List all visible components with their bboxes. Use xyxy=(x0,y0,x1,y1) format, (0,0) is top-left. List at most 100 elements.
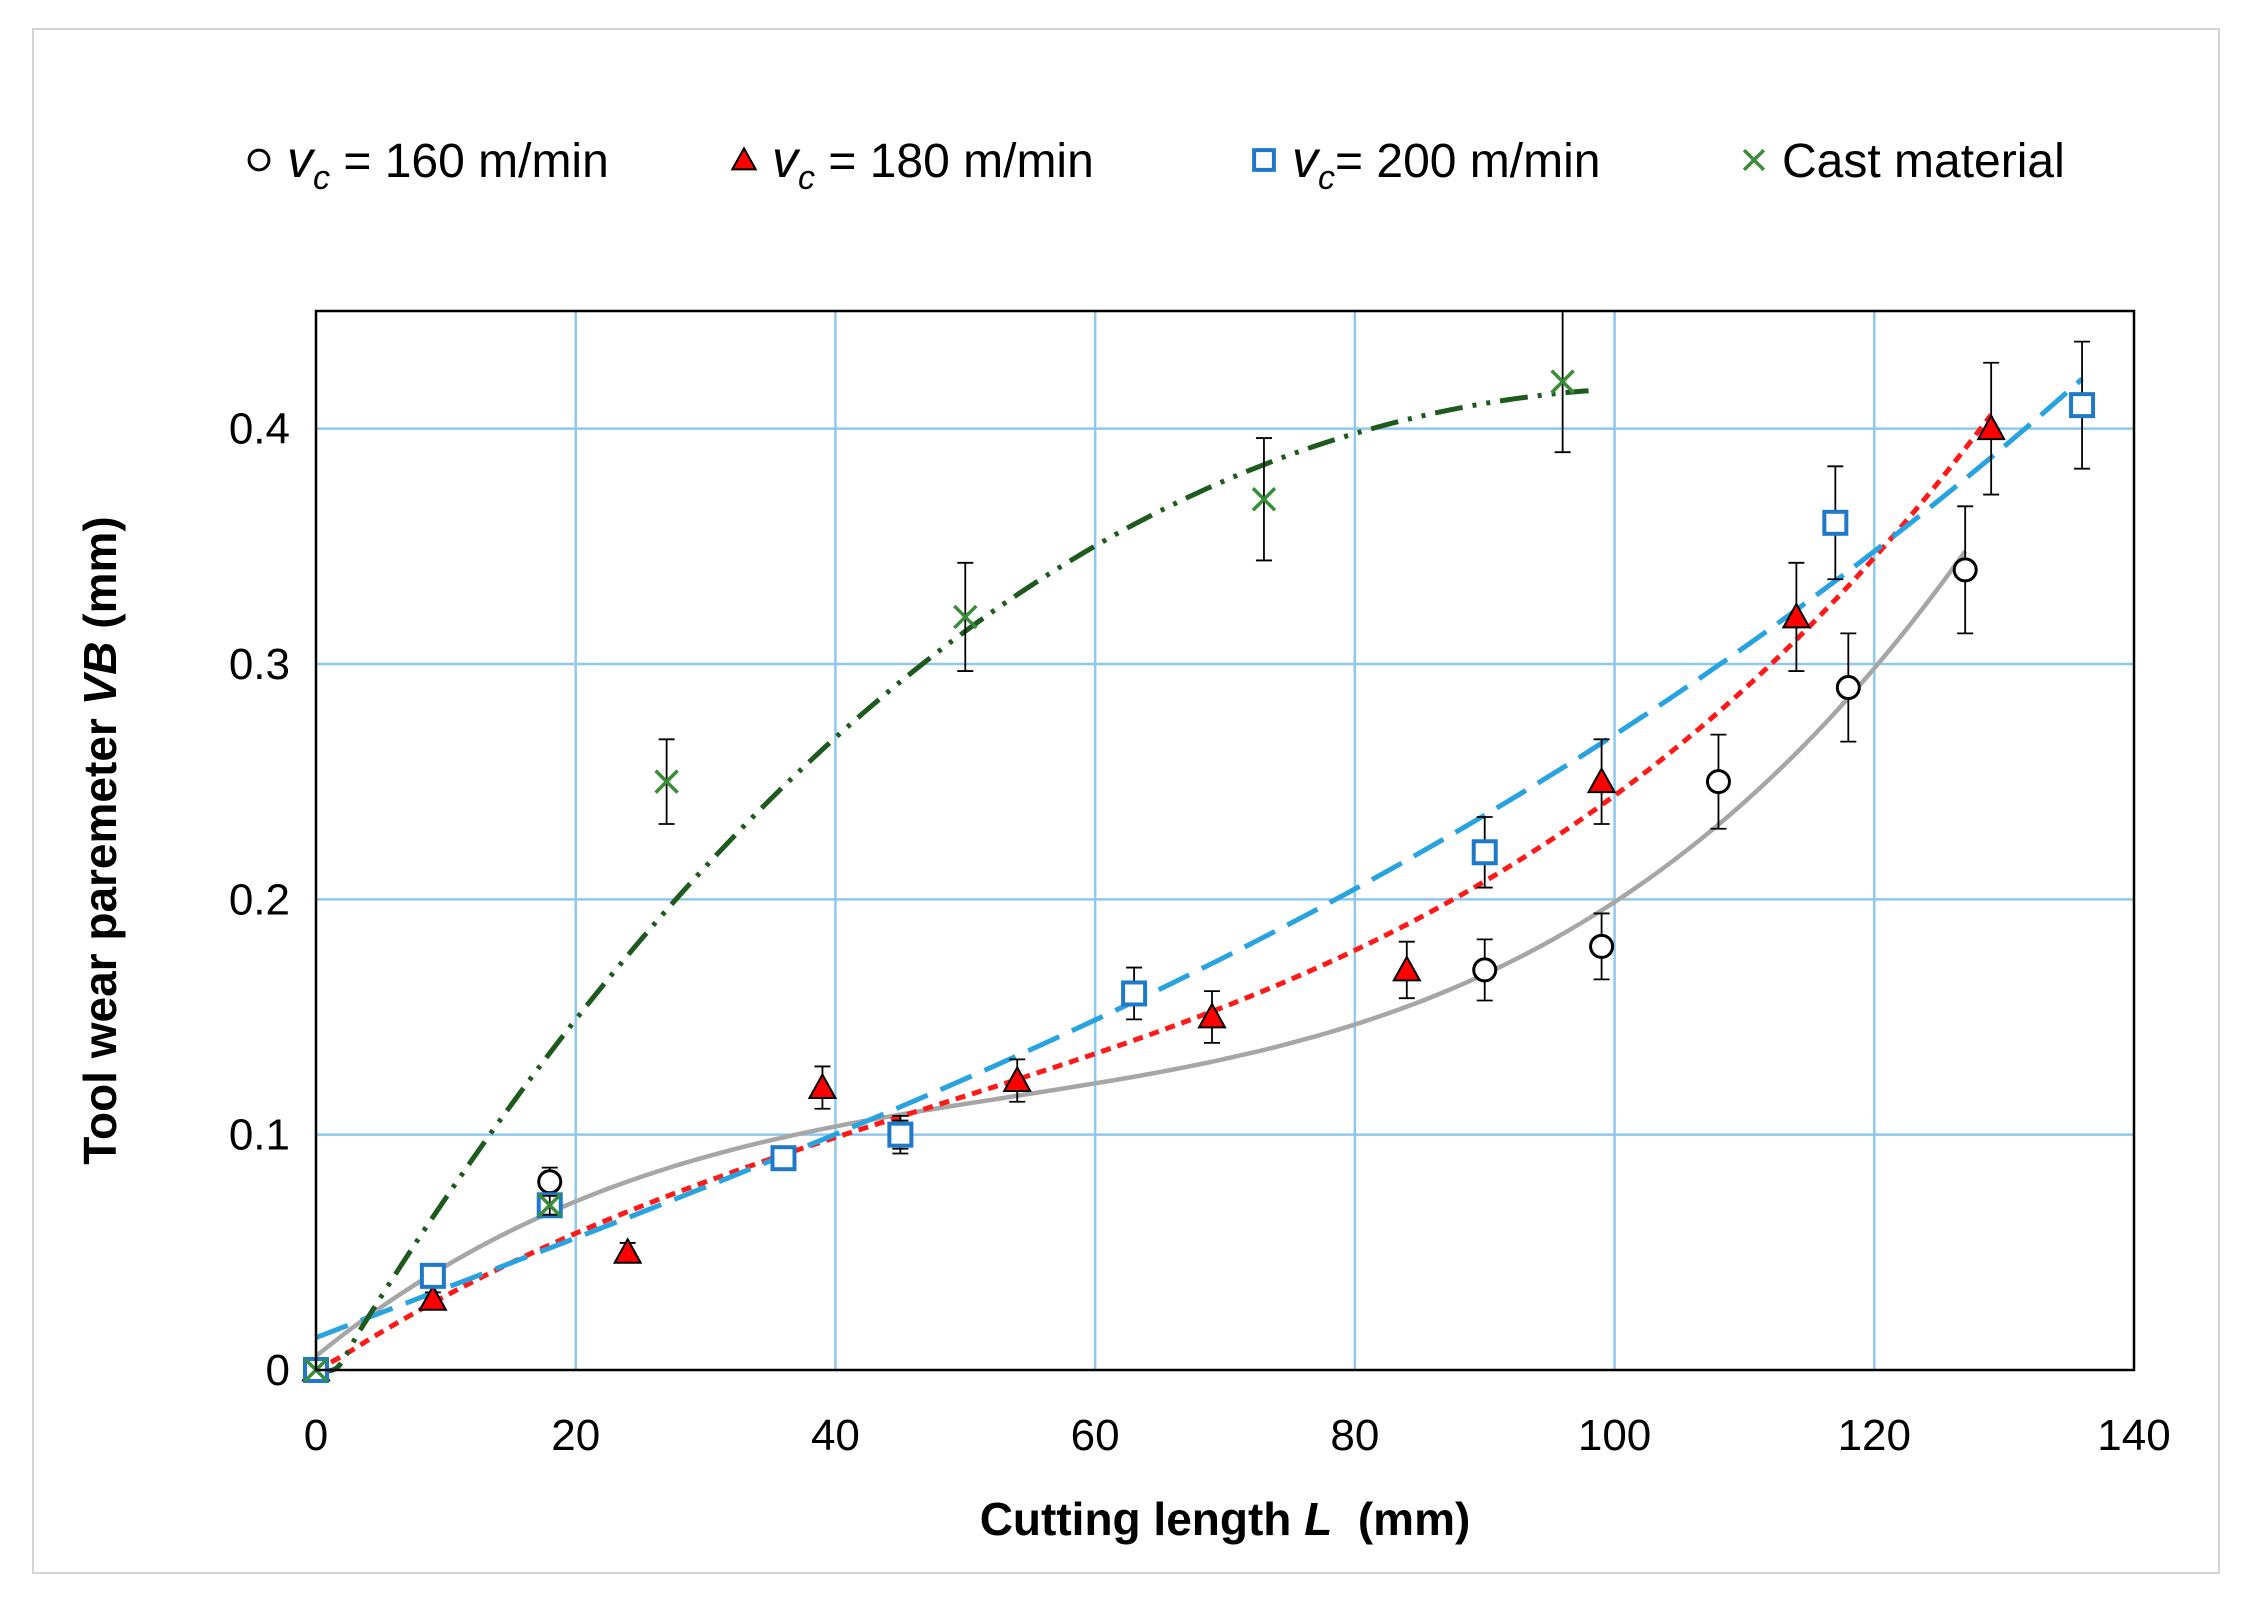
legend-label-var: v xyxy=(287,131,316,189)
y-tick-label: 0.3 xyxy=(229,640,290,689)
data-point-series-3 xyxy=(1822,465,1849,581)
square-marker xyxy=(887,1121,914,1148)
data-point-series-4 xyxy=(537,1193,562,1218)
y-tick-label: 0.2 xyxy=(229,875,290,924)
data-point-series-3 xyxy=(770,1145,797,1172)
legend-item-series-3: vc= 200 m/min xyxy=(1252,131,1600,197)
legend-item-series-4: Cast material xyxy=(1742,135,2065,188)
x-axis-title-prefix: Cutting length xyxy=(980,1493,1304,1545)
x-axis-title-var: L xyxy=(1304,1493,1332,1545)
legend-label: vc = 180 m/min xyxy=(772,131,1094,197)
data-point-series-4 xyxy=(1251,437,1277,562)
data-point-series-1 xyxy=(537,1166,563,1197)
legend-label-rest: = 180 m/min xyxy=(815,135,1094,188)
trendline-series-4 xyxy=(315,388,1589,1374)
x-marker xyxy=(1742,148,1766,172)
square-marker xyxy=(419,1262,446,1289)
x-tick-label: 60 xyxy=(1071,1411,1120,1460)
circle-marker xyxy=(1705,769,1731,795)
data-point-series-3 xyxy=(419,1262,446,1289)
x-marker xyxy=(953,604,978,630)
y-axis-title-prefix: Tool wear paremeter xyxy=(74,705,126,1164)
legend-label: Cast material xyxy=(1782,135,2065,188)
data-point-series-1 xyxy=(1705,733,1731,830)
legend-label: vc= 200 m/min xyxy=(1292,131,1600,197)
y-axis-title-var: VB xyxy=(74,642,126,706)
trendlines xyxy=(314,377,2084,1374)
triangle-marker xyxy=(1002,1065,1032,1092)
square-marker xyxy=(1252,148,1276,172)
triangle-marker xyxy=(418,1284,448,1311)
trendline-series-3 xyxy=(315,377,2084,1340)
data-point-series-1 xyxy=(1589,912,1615,981)
legend-item-series-1: vc = 160 m/min xyxy=(247,131,609,197)
trendline-series-1 xyxy=(314,549,1968,1358)
legend: vc = 160 m/min vc = 180 m/min vc= 200 m/mi… xyxy=(247,131,2065,197)
legend-label-sub: c xyxy=(798,159,815,197)
square-marker xyxy=(1121,980,1148,1007)
data-point-series-3 xyxy=(887,1119,914,1150)
data-point-series-3 xyxy=(2069,340,2096,470)
legend-label: vc = 160 m/min xyxy=(287,131,609,197)
square-marker xyxy=(770,1145,797,1172)
legend-label-sub: c xyxy=(1318,159,1335,197)
triangle-marker xyxy=(1392,954,1422,982)
chart-svg: vc = 160 m/min vc = 180 m/min vc= 200 m/mi… xyxy=(74,131,2171,1545)
x-marker xyxy=(654,769,679,794)
data-point-series-1 xyxy=(1472,938,1498,1002)
triangle-marker xyxy=(1197,1001,1227,1029)
x-tick-label: 0 xyxy=(304,1411,328,1460)
trendline-series-2 xyxy=(314,413,1994,1373)
legend-label-sub: c xyxy=(313,159,330,197)
square-marker xyxy=(1471,839,1498,866)
data-point-series-2 xyxy=(1976,361,2006,496)
triangle-marker xyxy=(612,1237,643,1264)
x-tick-label: 140 xyxy=(2097,1411,2170,1460)
x-marker xyxy=(537,1193,562,1218)
data-points xyxy=(301,310,2096,1383)
data-point-series-4 xyxy=(654,738,679,825)
data-point-series-1 xyxy=(1952,505,1978,635)
grid xyxy=(316,311,2134,1370)
data-point-series-2 xyxy=(1586,738,1617,825)
data-point-series-2 xyxy=(807,1065,838,1110)
square-marker xyxy=(2069,392,2096,419)
data-point-series-2 xyxy=(418,1284,448,1311)
plot-frame xyxy=(314,309,2136,1372)
legend-label-rest: = 200 m/min xyxy=(1335,135,1600,188)
legend-label-var: v xyxy=(772,131,801,189)
data-point-series-2 xyxy=(1781,561,1812,672)
circle-marker xyxy=(1835,675,1861,701)
circle-marker xyxy=(247,148,271,172)
circle-marker xyxy=(1952,557,1978,583)
triangle-marker xyxy=(730,146,758,171)
y-tick-label: 0 xyxy=(266,1346,290,1395)
data-point-series-2 xyxy=(1392,940,1422,1000)
circle-marker xyxy=(1589,933,1615,959)
data-point-series-2 xyxy=(1197,990,1227,1044)
triangle-marker xyxy=(1781,601,1812,629)
triangle-marker xyxy=(1976,413,2006,441)
data-point-series-3 xyxy=(1121,966,1148,1021)
tick-labels: 0 20 40 60 80 100 120 140 0 0.1 0.2 0.3 0.4 xyxy=(229,405,2171,1460)
y-tick-label: 0.1 xyxy=(229,1111,290,1160)
triangle-marker xyxy=(1586,766,1617,794)
x-marker xyxy=(1550,369,1575,394)
x-tick-label: 20 xyxy=(551,1411,600,1460)
data-point-series-4 xyxy=(953,561,978,672)
triangle-marker xyxy=(807,1072,838,1099)
x-axis-title-suffix: (mm) xyxy=(1332,1493,1470,1545)
chart-figure: vc = 160 m/min vc = 180 m/min vc= 200 m/mi… xyxy=(32,28,2220,1574)
legend-label-rest: = 160 m/min xyxy=(330,135,609,188)
x-marker xyxy=(1251,487,1277,512)
data-point-series-3 xyxy=(1471,816,1498,889)
x-axis-title: Cutting length L (mm) xyxy=(980,1493,1471,1545)
y-axis-title: Tool wear paremeter VB (mm) xyxy=(74,516,126,1164)
circle-marker xyxy=(1472,957,1498,983)
legend-label-var: v xyxy=(1292,131,1321,189)
data-point-series-1 xyxy=(1835,632,1861,743)
data-point-series-2 xyxy=(612,1237,643,1264)
circle-marker xyxy=(537,1169,563,1195)
y-tick-label: 0.4 xyxy=(229,405,290,454)
x-tick-label: 40 xyxy=(811,1411,860,1460)
